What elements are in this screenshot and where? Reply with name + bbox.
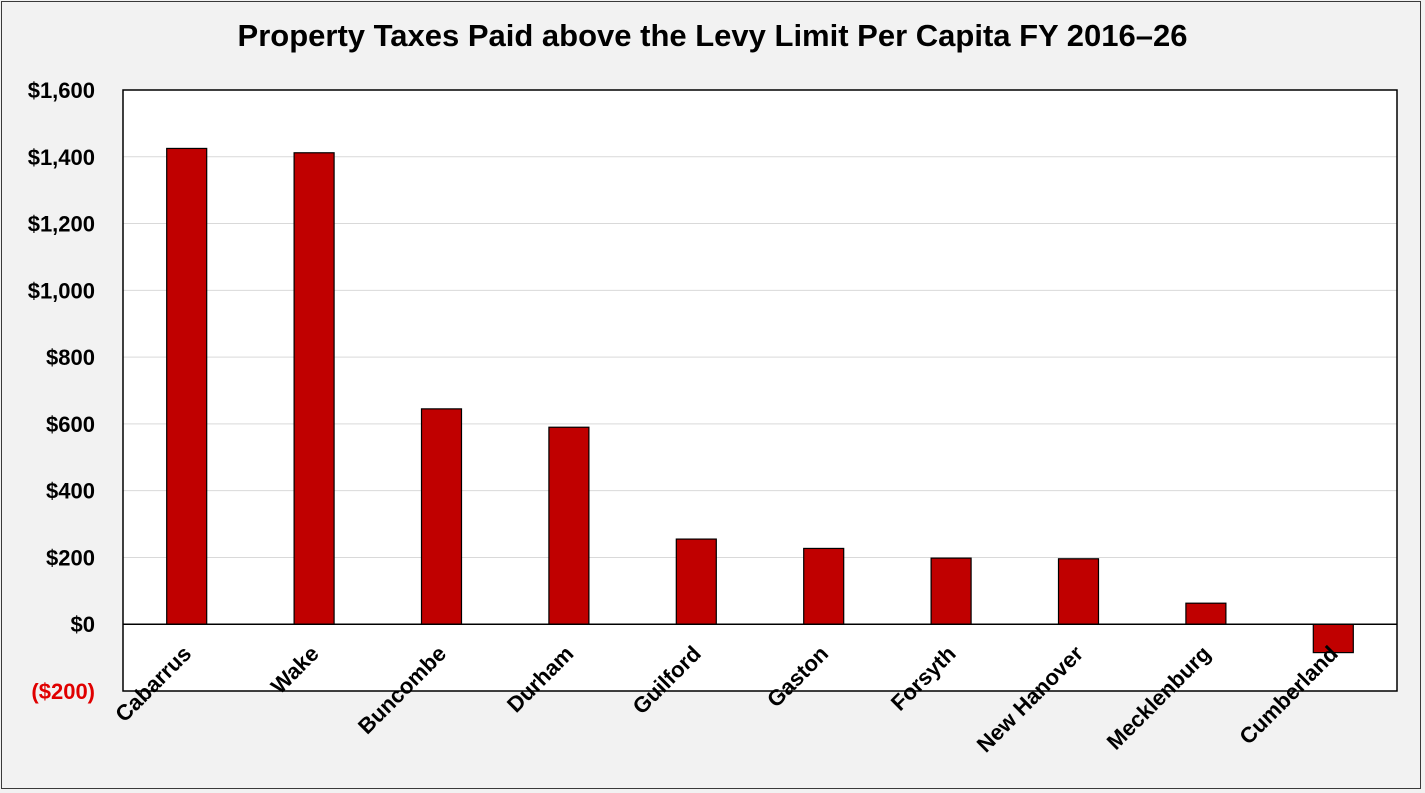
y-tick-label: $1,600 — [28, 78, 95, 103]
y-tick-label: $800 — [46, 345, 95, 370]
bar-cabarrus — [166, 147, 208, 625]
bar-new-hanover — [1057, 558, 1100, 625]
bar-gaston — [803, 547, 845, 625]
y-tick-label: $600 — [46, 412, 95, 437]
chart-title: Property Taxes Paid above the Levy Limit… — [237, 18, 1188, 53]
y-tick-label: $1,000 — [28, 278, 95, 303]
bar-cumberland — [1312, 623, 1354, 654]
bar-buncombe — [420, 408, 463, 625]
bar-forsyth — [930, 557, 972, 625]
y-tick-label: $0 — [71, 612, 95, 637]
bar-mecklenburg — [1185, 602, 1227, 625]
bar-durham — [548, 426, 590, 625]
bar-guilford — [675, 538, 717, 625]
y-tick-label: $200 — [46, 545, 95, 570]
plot-area — [123, 90, 1397, 691]
bar-wake — [293, 152, 335, 625]
plot-border — [122, 89, 1398, 692]
bars — [166, 147, 1354, 654]
y-axis-ticks: $1,600 $1,400 $1,200 $1,000 $800 $600 $400 $200… — [28, 78, 95, 704]
y-tick-label: $400 — [46, 479, 95, 504]
gridlines — [123, 156, 1397, 558]
y-tick-label: ($200) — [31, 679, 95, 704]
y-tick-label: $1,400 — [28, 145, 95, 170]
y-tick-label: $1,200 — [28, 212, 95, 237]
